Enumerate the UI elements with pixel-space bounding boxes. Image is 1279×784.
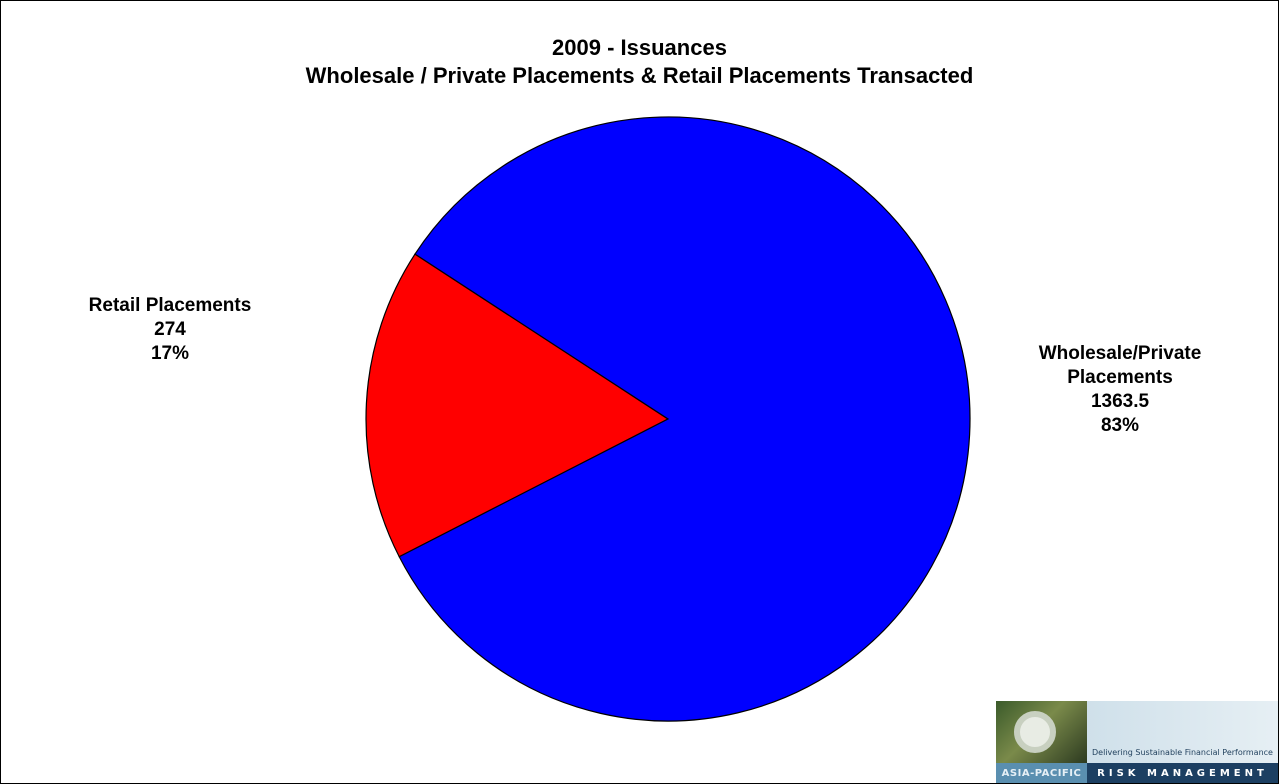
- label-retail-name: Retail Placements: [88, 295, 252, 316]
- logo-tagline-panel: Delivering Sustainable Financial Perform…: [1087, 701, 1278, 763]
- logo-region-text: ASIA-PACIFIC: [996, 763, 1087, 783]
- label-wholesale-percent: 83%: [1100, 415, 1140, 436]
- label-retail-value: 274: [154, 319, 186, 340]
- label-retail-percent: 17%: [150, 343, 190, 364]
- label-wholesale-name-line1: Wholesale/Private: [1038, 343, 1202, 364]
- pie-slice-wholesale-private-placements: [398, 116, 971, 722]
- company-logo: Delivering Sustainable Financial Perform…: [996, 701, 1278, 783]
- logo-photo-icon: [996, 701, 1087, 763]
- pie-slice-retail-placements: [365, 253, 670, 558]
- logo-company-name: RISK MANAGEMENT: [1087, 763, 1278, 783]
- logo-top-band: Delivering Sustainable Financial Perform…: [996, 701, 1278, 763]
- label-wholesale-name-line2: Placements: [1067, 367, 1173, 388]
- label-wholesale-value: 1363.5: [1090, 391, 1150, 412]
- chart-title-block: 2009 - Issuances Wholesale / Private Pla…: [0, 34, 1279, 90]
- data-label-wholesale-placements: Wholesale/Private Placements 1363.5 83%: [990, 342, 1250, 438]
- chart-title: 2009 - Issuances: [552, 35, 727, 60]
- chart-subtitle: Wholesale / Private Placements & Retail …: [305, 63, 974, 88]
- data-label-retail-placements: Retail Placements 274 17%: [80, 294, 260, 366]
- logo-ring-icon: [1014, 711, 1056, 753]
- logo-tagline: Delivering Sustainable Financial Perform…: [1092, 748, 1273, 757]
- logo-bottom-band: ASIA-PACIFIC RISK MANAGEMENT: [996, 763, 1278, 783]
